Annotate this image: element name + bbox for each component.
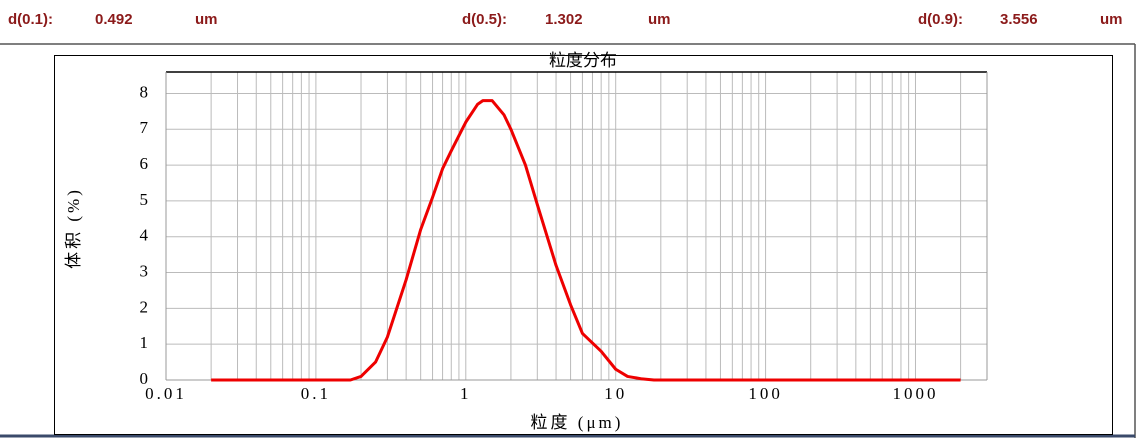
header-unit: um bbox=[1100, 11, 1123, 28]
y-tick-label: 2 bbox=[140, 297, 149, 316]
x-tick-label: 100 bbox=[748, 384, 783, 403]
x-tick-label: 0.1 bbox=[301, 384, 331, 403]
header-label: d(0.1): bbox=[8, 11, 53, 28]
y-tick-label: 8 bbox=[140, 82, 149, 101]
chart-title: 粒度分布 bbox=[549, 51, 617, 70]
y-tick-label: 5 bbox=[140, 190, 149, 209]
y-tick-label: 7 bbox=[140, 118, 149, 137]
header-unit: um bbox=[648, 11, 671, 28]
x-tick-label: 10 bbox=[604, 384, 627, 403]
x-tick-label: 1 bbox=[460, 384, 472, 403]
header-value: 0.492 bbox=[95, 11, 133, 28]
chart-frame bbox=[54, 55, 1113, 435]
y-tick-label: 0 bbox=[140, 369, 149, 388]
header-label: d(0.5): bbox=[462, 11, 507, 28]
header-value: 3.556 bbox=[1000, 11, 1038, 28]
y-tick-label: 4 bbox=[140, 226, 149, 245]
y-tick-label: 3 bbox=[140, 261, 149, 280]
y-tick-label: 1 bbox=[140, 333, 149, 352]
x-tick-label: 0.01 bbox=[145, 384, 187, 403]
y-tick-label: 6 bbox=[140, 154, 149, 173]
data-line bbox=[211, 99, 961, 382]
header-label: d(0.9): bbox=[918, 11, 963, 28]
x-tick-label: 1000 bbox=[892, 384, 938, 403]
header-unit: um bbox=[195, 11, 218, 28]
x-axis-label: 粒度 (μm) bbox=[531, 413, 624, 432]
header-value: 1.302 bbox=[545, 11, 583, 28]
y-axis-label: 体积 (%) bbox=[64, 187, 83, 269]
